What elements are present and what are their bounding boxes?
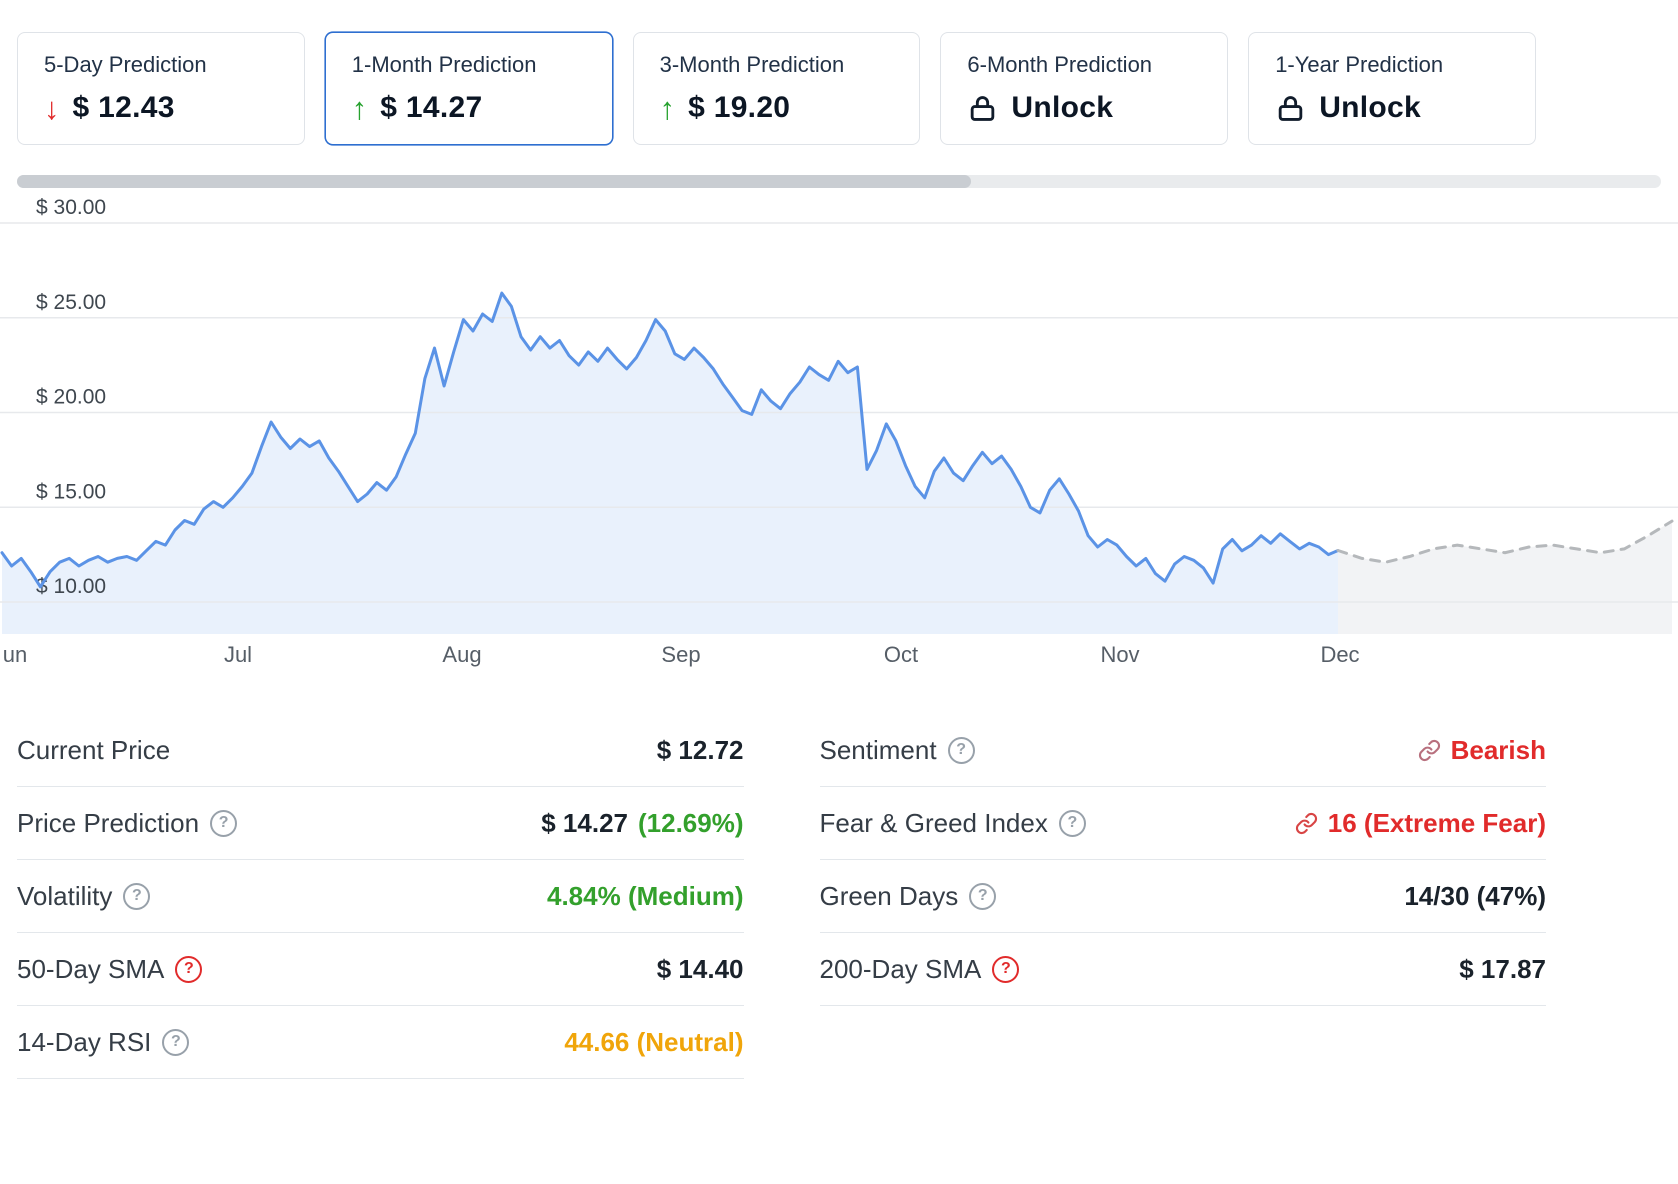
stat-value: 4.84% (Medium) <box>547 880 744 911</box>
stat-label: Volatility <box>17 880 113 911</box>
help-icon[interactable] <box>969 882 997 910</box>
stat-label: Current Price <box>17 734 171 765</box>
price-chart-canvas[interactable]: $ 30.00 $ 25.00 $ 20.00 $ 15.00 $ 10.00 un Jul… <box>0 196 1678 670</box>
stat-row-green-days: Green Days 14/30 (47%) <box>819 860 1546 933</box>
prediction-cards-row: 5-Day Prediction ↓ $ 12.43 1-Month Predi… <box>0 0 1678 145</box>
prediction-card-label: 6-Month Prediction <box>967 52 1153 77</box>
x-axis-label: un <box>3 642 27 667</box>
stat-row-volatility: Volatility 4.84% (Medium) <box>17 860 744 933</box>
stat-value-change: (12.69%) <box>638 807 744 838</box>
x-axis-label: Sep <box>661 642 700 667</box>
stat-label: Sentiment <box>819 734 937 765</box>
help-icon[interactable] <box>210 809 238 837</box>
stat-label: Price Prediction <box>17 807 200 838</box>
prediction-card-value: Unlock <box>1011 91 1114 124</box>
prediction-card-1-month[interactable]: 1-Month Prediction ↑ $ 14.27 <box>324 32 613 145</box>
stat-value: 14/30 (47%) <box>1404 880 1546 911</box>
help-icon[interactable] <box>175 955 203 983</box>
lock-icon <box>1275 93 1306 124</box>
stat-value: 16 (Extreme Fear) <box>1327 807 1546 838</box>
y-axis-label: $ 30.00 <box>36 196 106 219</box>
arrow-up-icon: ↑ <box>351 90 368 126</box>
stat-row-14-day-rsi: 14-Day RSI 44.66 (Neutral) <box>17 1006 744 1079</box>
stats-section: Current Price $ 12.72 Price Prediction $… <box>0 670 1678 1079</box>
stat-row-price-prediction: Price Prediction $ 14.27 (12.69%) <box>17 787 744 860</box>
stat-row-200-day-sma: 200-Day SMA $ 17.87 <box>819 933 1546 1006</box>
stat-row-current-price: Current Price $ 12.72 <box>17 714 744 787</box>
arrow-down-icon: ↓ <box>44 90 60 126</box>
help-icon[interactable] <box>123 882 151 910</box>
prediction-card-label: 3-Month Prediction <box>659 52 845 77</box>
stat-label: 50-Day SMA <box>17 953 165 984</box>
stat-value: $ 12.72 <box>656 734 744 765</box>
prediction-card-value: $ 19.20 <box>688 91 791 124</box>
prediction-card-value: Unlock <box>1319 91 1422 124</box>
stat-value: 44.66 (Neutral) <box>564 1026 744 1057</box>
stat-label: 14-Day RSI <box>17 1026 152 1057</box>
help-icon[interactable] <box>1058 809 1086 837</box>
prediction-card-1-year[interactable]: 1-Year Prediction Unlock <box>1248 32 1536 145</box>
stat-row-sentiment: Sentiment Bearish <box>819 714 1546 787</box>
y-axis-label: $ 20.00 <box>36 386 106 409</box>
stats-column-right: Sentiment Bearish Fear & Greed Index 16 … <box>819 714 1546 1079</box>
help-icon[interactable] <box>992 955 1020 983</box>
stat-label: 200-Day SMA <box>819 953 982 984</box>
help-icon[interactable] <box>162 1028 190 1056</box>
y-axis-label: $ 15.00 <box>36 480 106 503</box>
link-icon[interactable] <box>1295 812 1318 835</box>
chart-scrollbar-thumb[interactable] <box>17 175 971 188</box>
prediction-card-5-day[interactable]: 5-Day Prediction ↓ $ 12.43 <box>17 32 305 145</box>
x-axis-label: Oct <box>884 642 918 667</box>
stat-value: $ 14.40 <box>656 953 744 984</box>
prediction-line <box>1336 519 1674 564</box>
stat-value: $ 17.87 <box>1459 953 1546 984</box>
price-line <box>0 291 1340 589</box>
chart-scrollbar-track[interactable] <box>17 175 1661 188</box>
prediction-card-6-month[interactable]: 6-Month Prediction Unlock <box>940 32 1229 145</box>
prediction-card-3-month[interactable]: 3-Month Prediction ↑ $ 19.20 <box>632 32 921 145</box>
stat-value: $ 14.27 <box>541 807 628 838</box>
x-axis-label: Dec <box>1320 642 1359 667</box>
stats-column-left: Current Price $ 12.72 Price Prediction $… <box>17 714 744 1079</box>
y-axis-label: $ 25.00 <box>36 291 106 314</box>
prediction-card-label: 1-Year Prediction <box>1275 52 1444 77</box>
price-chart[interactable]: $ 30.00 $ 25.00 $ 20.00 $ 15.00 $ 10.00 un Jul… <box>0 196 1678 670</box>
prediction-card-value: $ 14.27 <box>380 91 483 124</box>
prediction-area <box>1338 521 1672 634</box>
prediction-card-value: $ 12.43 <box>72 91 175 124</box>
stat-row-50-day-sma: 50-Day SMA $ 14.40 <box>17 933 744 1006</box>
x-axis-label: Nov <box>1100 642 1139 667</box>
link-icon[interactable] <box>1418 739 1441 762</box>
stat-label: Green Days <box>819 880 959 911</box>
x-axis-label: Aug <box>442 642 481 667</box>
stat-row-fear-greed-index: Fear & Greed Index 16 (Extreme Fear) <box>819 787 1546 860</box>
help-icon[interactable] <box>947 736 975 764</box>
prediction-card-label: 5-Day Prediction <box>44 52 207 77</box>
arrow-up-icon: ↑ <box>659 90 676 126</box>
price-area <box>2 293 1338 634</box>
stat-value: Bearish <box>1450 734 1546 765</box>
lock-icon <box>967 93 998 124</box>
prediction-card-label: 1-Month Prediction <box>351 52 537 77</box>
y-axis-label: $ 10.00 <box>36 575 106 598</box>
stat-label: Fear & Greed Index <box>819 807 1048 838</box>
x-axis-label: Jul <box>224 642 252 667</box>
